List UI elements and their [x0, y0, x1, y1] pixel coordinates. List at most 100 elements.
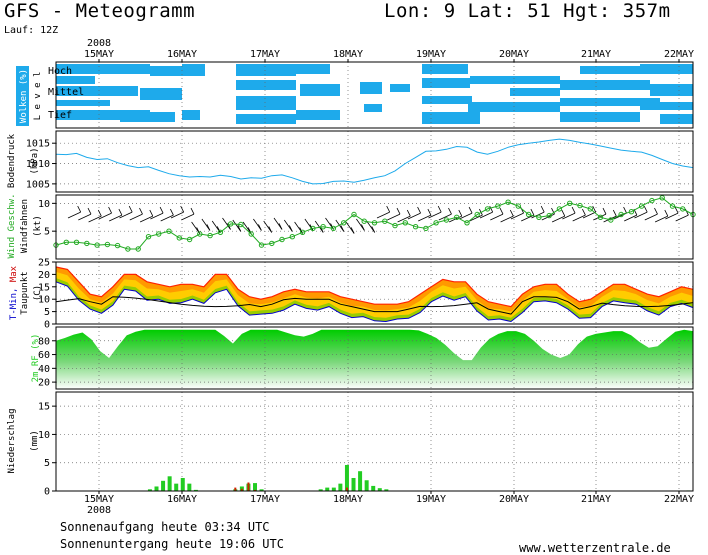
- pressure-tick-label: 1005: [26, 179, 50, 190]
- wind-speed-point: [659, 195, 665, 201]
- wind-speed-point: [597, 214, 604, 221]
- wind-barb: [562, 212, 576, 220]
- wind-barb: [459, 212, 473, 220]
- wind-speed-point: [412, 224, 419, 230]
- temperature-tick-label: 25: [38, 258, 50, 269]
- wind-speed-point: [94, 242, 100, 248]
- cloud-level-axis-label: L e v e l: [33, 72, 43, 121]
- wind-speed-point: [156, 231, 162, 237]
- wind-barb-flag: [258, 224, 262, 231]
- pressure-frame: [55, 130, 694, 193]
- wind-barb-flag: [350, 227, 355, 234]
- wind-barb-flag: [180, 205, 185, 213]
- wind-barb: [582, 211, 596, 219]
- cloud-cover-block: [422, 96, 472, 104]
- wind-barb-flag: [489, 205, 494, 213]
- precipitation-bar: [239, 486, 244, 491]
- precipitation-bar: [371, 485, 376, 491]
- cloud-level-label: Tief: [48, 110, 72, 121]
- wind-barb-flag: [268, 226, 273, 233]
- precipitation-bar: [344, 464, 349, 491]
- precipitation-tick-label: 10: [38, 430, 50, 441]
- wind-speed-point: [454, 214, 460, 221]
- sunset-text: Sonnenuntergang heute 19:06 UTC: [60, 537, 284, 551]
- cloud-cover-block: [640, 102, 693, 110]
- wind-barb-flag: [108, 206, 112, 214]
- wind-speed-point: [279, 236, 285, 243]
- cloud-cover-block: [560, 98, 660, 106]
- run-label: Lauf: 12Z: [4, 25, 59, 36]
- wind-barb-flag: [97, 209, 102, 217]
- wind-barb: [665, 212, 679, 220]
- wind-barb: [418, 214, 432, 222]
- cloud-cover-block: [140, 88, 182, 100]
- cloud-cover-block: [510, 88, 560, 96]
- precipitation-bar: [147, 489, 152, 491]
- temperature-range-area: [56, 267, 693, 322]
- cloud-cover-block: [650, 84, 693, 96]
- wind-barb: [634, 211, 648, 219]
- cloud-cover-block: [300, 84, 340, 96]
- wind-barb: [150, 212, 164, 220]
- pressure-tick-label: 1010: [26, 159, 50, 170]
- wind-barb-flag: [664, 209, 669, 217]
- wind-speed-point: [423, 225, 429, 232]
- wind-speed-point: [515, 203, 521, 209]
- chart-title: GFS - Meteogramm: [4, 0, 196, 22]
- wind-speed-point: [608, 217, 614, 223]
- date-label-bottom: 22MAY: [664, 494, 694, 505]
- wind-barb: [67, 211, 81, 219]
- cloud-ylabel: Wolken (%): [19, 69, 29, 123]
- wind-speed-point: [495, 203, 501, 209]
- wind-barb-flag: [674, 206, 679, 214]
- precipitation-tick-label: 0: [44, 487, 50, 498]
- precipitation-bar: [351, 477, 356, 491]
- date-label-top: 20MAY: [499, 49, 529, 60]
- humidity-ylabel: 2m RF (%): [31, 334, 41, 383]
- wind-barb-flag: [561, 209, 566, 217]
- wind-barb: [654, 215, 668, 223]
- date-label-top: 18MAY: [333, 49, 363, 60]
- wind-speed-point: [186, 236, 193, 243]
- wind-speed-point: [577, 202, 583, 209]
- cloud-cover-block: [56, 86, 138, 96]
- temperature-low-area: [56, 278, 693, 322]
- precipitation-bar: [180, 477, 185, 491]
- temperature-min-line: [55, 281, 694, 323]
- date-label-bottom: 21MAY: [581, 494, 611, 505]
- wind-speed-point: [433, 220, 439, 226]
- cloud-cover-block: [580, 66, 640, 74]
- wind-barb-flag: [170, 208, 174, 216]
- wind-speed-point: [104, 241, 111, 248]
- precipitation-frame: [55, 391, 694, 492]
- wind-speed-point: [145, 234, 152, 240]
- wind-speed-point: [618, 211, 624, 218]
- date-label-top: 17MAY: [250, 49, 280, 60]
- date-label-top: 16MAY: [167, 49, 197, 60]
- wind-speed-point: [402, 220, 408, 226]
- cloud-cover-block: [422, 112, 480, 124]
- wind-barb-flag: [149, 209, 154, 217]
- wind-speed-point: [392, 222, 398, 229]
- date-label-top: 15MAY: [84, 49, 114, 60]
- wind-speed-point: [320, 224, 326, 230]
- precipitation-bar: [331, 487, 336, 491]
- dewpoint-label: Taupunkt: [20, 271, 30, 314]
- wind-frame: [55, 194, 694, 260]
- cloud-cover-block: [390, 84, 410, 92]
- clouds-frame: [55, 61, 694, 129]
- cloud-cover-block: [56, 76, 95, 84]
- cloud-cover-block: [120, 112, 175, 122]
- wind-barb: [469, 214, 483, 222]
- humidity-tick-label: 60: [38, 350, 50, 361]
- wind-barb-flag: [623, 206, 627, 214]
- date-label-bottom: 18MAY: [333, 494, 363, 505]
- wind-barb-flag: [468, 206, 473, 214]
- wind-speed-line: [55, 197, 694, 250]
- precipitation-unit: (mm): [30, 430, 40, 452]
- wind-speed-point: [135, 246, 141, 252]
- precipitation-bar: [384, 489, 389, 491]
- cloud-cover-block: [360, 82, 382, 94]
- temperature-mid-area: [56, 271, 693, 322]
- wind-barb: [644, 213, 658, 221]
